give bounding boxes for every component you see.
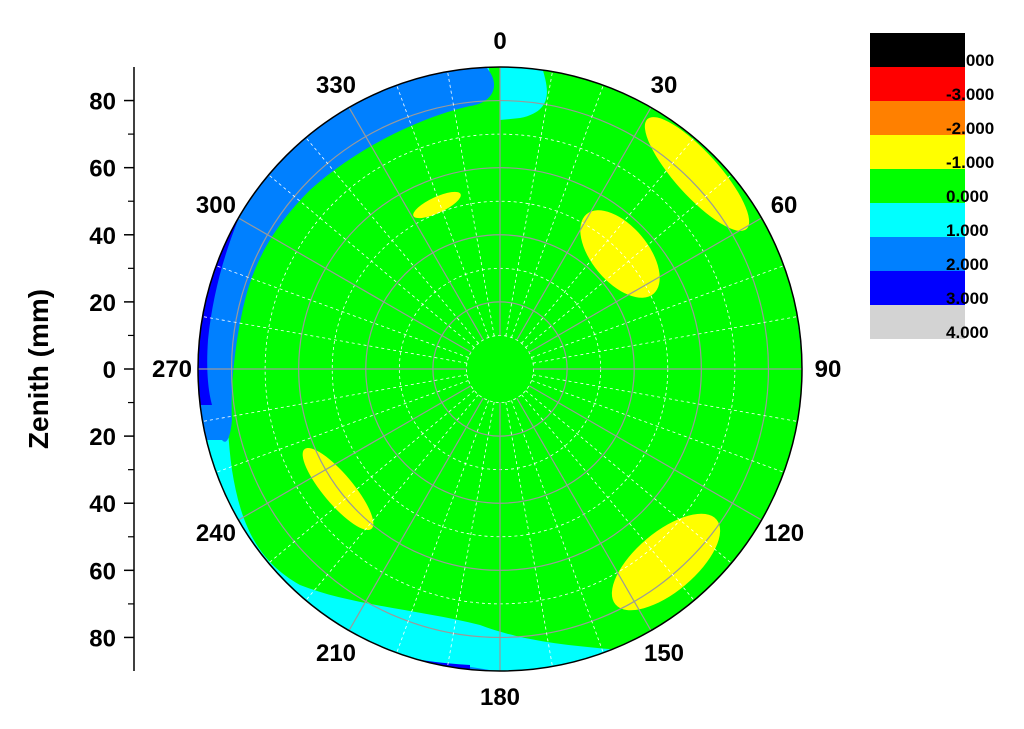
angle-label-240: 240 (196, 520, 236, 547)
grid-spoke (447, 401, 495, 667)
y-axis-label: Zenith (mm) (23, 289, 54, 449)
legend-label: -1.000 (946, 153, 994, 172)
grid-spoke (348, 107, 484, 341)
radial-ticks: 80 60 40 20 0 20 40 60 80 (89, 89, 134, 652)
grid-spoke (521, 137, 695, 344)
angle-label-330: 330 (316, 72, 356, 99)
legend-label: 4.000 (946, 323, 989, 342)
grid-spoke (305, 394, 479, 601)
angle-label-300: 300 (196, 192, 236, 219)
legend-label: -4.000 (946, 51, 994, 70)
angle-label-30: 30 (651, 72, 678, 99)
grid-spoke (238, 217, 472, 353)
radial-tick-label: 60 (89, 156, 116, 183)
grid-spoke (532, 374, 798, 422)
radial-tick-label: 40 (89, 491, 116, 518)
contour-island-1 (644, 117, 750, 231)
grid-spoke (528, 385, 762, 521)
grid-spoke (505, 71, 553, 337)
legend-swatch (870, 101, 965, 135)
contour-island-5 (611, 513, 721, 611)
contour-region-cyan-top (500, 67, 547, 120)
legend-label: 0.000 (946, 187, 989, 206)
grid-spoke (528, 217, 762, 353)
legend-label: 1.000 (946, 221, 989, 240)
grid-spoke (238, 385, 472, 521)
grid-spoke (447, 71, 495, 337)
legend-swatch (870, 169, 965, 203)
grid-spoke (268, 174, 475, 348)
grid-spoke (505, 401, 553, 667)
legend-label: 2.000 (946, 255, 989, 274)
grid-spoke (532, 316, 798, 364)
grid-spoke (516, 397, 652, 631)
grid-spoke (525, 174, 732, 348)
grid-spoke (531, 380, 784, 473)
contour-fill (198, 67, 802, 671)
grid-spoke (396, 85, 489, 338)
grid-spoke (521, 394, 695, 601)
radial-axis: 80 60 40 20 0 20 40 60 80 (89, 67, 135, 671)
grid-spoke (216, 265, 469, 358)
radial-tick-label: 0 (103, 357, 116, 384)
angle-label-150: 150 (644, 640, 684, 667)
legend-swatch (870, 237, 965, 271)
angle-label-180: 180 (480, 684, 520, 711)
polar-outline (197, 66, 803, 672)
legend-swatch (870, 203, 965, 237)
grid-spoke (202, 374, 468, 422)
contour-island-3 (413, 191, 461, 219)
legend-swatch (870, 33, 965, 67)
legend-label: 3.000 (946, 289, 989, 308)
radial-tick-label: 60 (89, 558, 116, 585)
radial-tick-label: 80 (89, 625, 116, 652)
radial-tick-label: 80 (89, 89, 116, 116)
grid-spoke (511, 85, 604, 338)
grid-spoke (348, 397, 484, 631)
legend-label: -2.000 (946, 119, 994, 138)
radial-tick-label: 40 (89, 223, 116, 250)
angle-label-0: 0 (493, 28, 506, 55)
grid-spoke (305, 137, 479, 344)
legend-label: -3.000 (946, 85, 994, 104)
angle-label-120: 120 (764, 520, 804, 547)
grid-spoke (396, 400, 489, 653)
legend-swatch (870, 271, 965, 305)
legend-swatch (870, 305, 965, 339)
grid-spoke (202, 316, 468, 364)
grid-spoke (516, 107, 652, 341)
radial-tick-label: 20 (89, 290, 116, 317)
angle-label-210: 210 (316, 640, 356, 667)
angle-labels: 0 30 60 90 120 150 180 210 240 270 300 330 (152, 28, 841, 711)
grid-spoke (511, 400, 604, 653)
legend-swatch (870, 67, 965, 101)
legend: -4.000 -3.000 -2.000 -1.000 0.000 1.000 2.000 3… (870, 33, 994, 342)
legend-swatch (870, 135, 965, 169)
polar-grid (198, 67, 802, 671)
angle-label-270: 270 (152, 356, 192, 383)
radial-tick-label: 20 (89, 424, 116, 451)
grid-spoke (268, 390, 475, 564)
grid-spoke (525, 390, 732, 564)
grid-spoke (531, 265, 784, 358)
angle-label-60: 60 (771, 192, 798, 219)
grid-spoke (216, 380, 469, 473)
angle-label-90: 90 (815, 356, 842, 383)
